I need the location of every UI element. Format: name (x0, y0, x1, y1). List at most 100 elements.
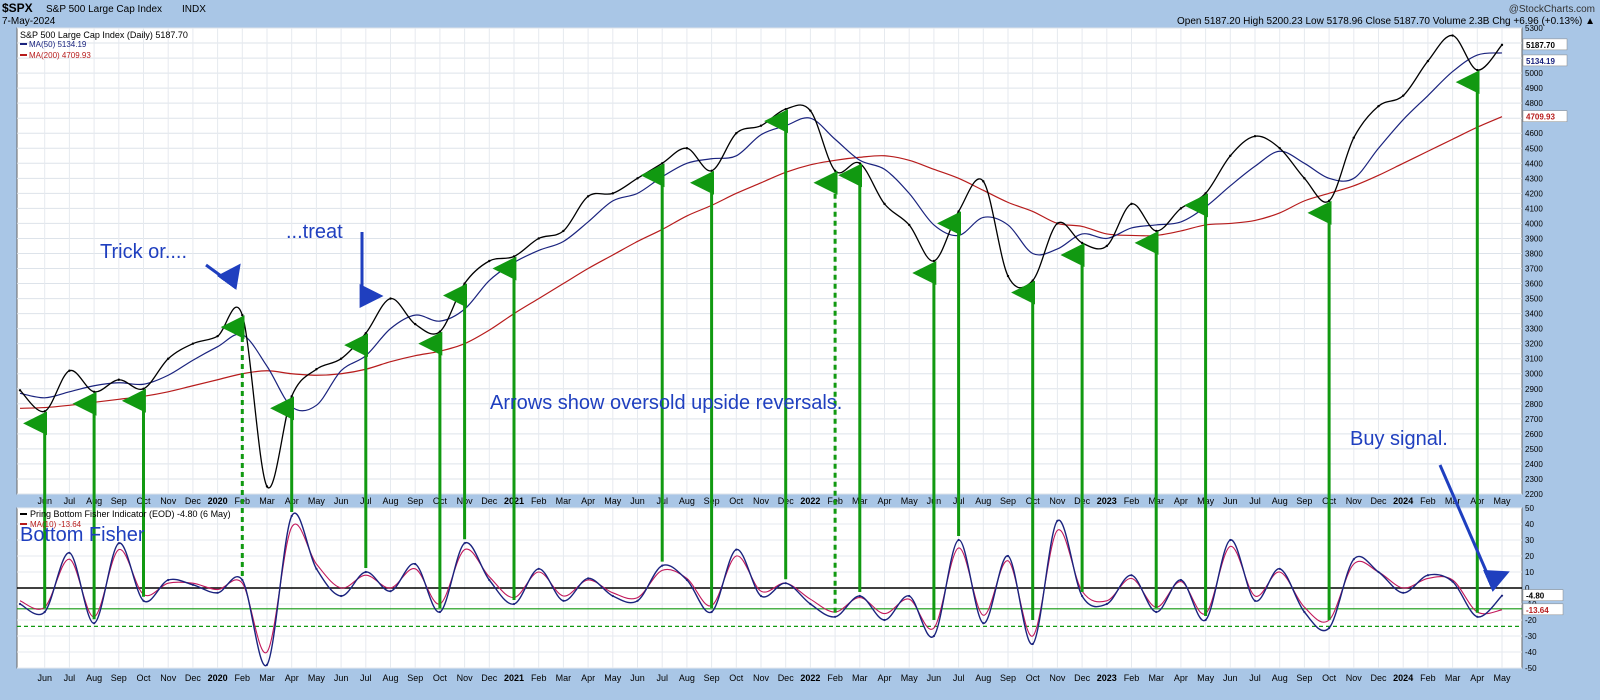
indicator-y-tick-label: 30 (1525, 536, 1534, 545)
price-point (611, 192, 614, 195)
indicator-date-tick-label: Dec (778, 673, 795, 683)
price-point (784, 107, 787, 111)
price-y-tick-label: 3400 (1525, 310, 1543, 319)
price-point (364, 331, 367, 335)
price-y-axis: 2200 2300 2400 2500 2600 2700 2800 2900 3000 3100… (1522, 24, 1568, 499)
legend-price: S&P 500 Large Cap Index (Daily) 5187.70 (20, 30, 188, 40)
indicator-point (1130, 574, 1133, 577)
indicator-point (1426, 574, 1429, 577)
price-point (833, 169, 837, 173)
quote-summary: Open 5187.20 High 5200.23 Low 5178.96 Cl… (1177, 16, 1595, 27)
price-point (685, 147, 689, 150)
indicator-y-tick-label: 0 (1525, 584, 1530, 593)
price-point (957, 210, 960, 213)
price-point (117, 378, 121, 381)
date-tick-label: May (901, 496, 919, 506)
annotation-arrows-note: Arrows show oversold upside reversals. (490, 392, 842, 414)
date-tick-label: Dec (1370, 496, 1387, 506)
indicator-point (142, 599, 145, 602)
date-tick-label: Aug (975, 496, 991, 506)
price-point (1204, 192, 1207, 195)
price-legend: S&P 500 Large Cap Index (Daily) 5187.70 … (20, 30, 188, 60)
date-tick-label: 2023 (1097, 496, 1117, 506)
indicator-point (315, 567, 318, 570)
indicator-point (364, 570, 367, 574)
date-axis: Jun Jul Aug Sep Oct Nov Dec 2020 Feb Mar Apr May Jun… (37, 496, 1511, 506)
indicator-date-tick-label: Mar (1148, 673, 1164, 683)
indicator-date-tick-label: Aug (975, 673, 991, 683)
price-y-tick-label: 2500 (1525, 445, 1543, 454)
price-point (1105, 244, 1109, 248)
price-y-tick-label: 4800 (1525, 99, 1543, 108)
indicator-date-tick-label: 2020 (208, 673, 228, 683)
price-y-tick-label: 4200 (1525, 189, 1543, 198)
price-y-tick-label: 4400 (1525, 159, 1543, 168)
indicator-point (982, 622, 985, 625)
price-y-tick-label: 4500 (1525, 144, 1543, 153)
indicator-date-tick-label: 2024 (1393, 673, 1413, 683)
date-tick-label: Feb (1124, 496, 1140, 506)
watermark: @StockCharts.com (1509, 4, 1595, 15)
indicator-point (1278, 567, 1281, 570)
indicator-point (834, 615, 837, 618)
indicator-date-tick-label: Jul (656, 673, 668, 683)
indicator-point (957, 538, 960, 542)
price-point (414, 322, 417, 326)
price-point (488, 259, 491, 263)
price-y-tick-label: 4600 (1525, 129, 1543, 138)
indicator-point (1155, 610, 1158, 614)
annotation-buy-arrow (1438, 464, 1510, 592)
date-tick-label: Aug (1272, 496, 1288, 506)
indicator-date-tick-label: Feb (531, 673, 547, 683)
price-y-tick-label: 2900 (1525, 385, 1543, 394)
date-tick-label: Apr (581, 496, 595, 506)
date-tick-label: Sep (111, 496, 127, 506)
indicator-point (43, 610, 46, 614)
indicator-point (1081, 594, 1084, 598)
indicator-date-tick-label: Nov (457, 673, 474, 683)
indicator-line (19, 512, 1503, 667)
indicator-current-box (1522, 589, 1564, 601)
price-point (883, 202, 886, 206)
indicator-date-tick-label: Mar (852, 673, 868, 683)
indicator-date-tick-label: May (901, 673, 919, 683)
price-point (315, 368, 318, 371)
ma50-line (19, 52, 1503, 412)
indicator-date-tick-label: Aug (86, 673, 102, 683)
indicator-date-tick-label: May (308, 673, 326, 683)
indicator-date-tick-label: Mar (1445, 673, 1461, 683)
price-point (92, 390, 96, 393)
date-tick-label: Dec (481, 496, 498, 506)
price-y-tick-label: 4100 (1525, 204, 1543, 213)
indicator-point (858, 594, 861, 598)
indicator-date-tick-label: Dec (185, 673, 202, 683)
date-tick-label: 2022 (800, 496, 820, 506)
indicator-date-tick-label: May (1493, 673, 1511, 683)
indicator-date-tick-label: Nov (1049, 673, 1066, 683)
indicator-point (932, 634, 936, 638)
date-tick-label: Apr (877, 496, 891, 506)
indicator-current-label: -4.80 (1526, 592, 1545, 601)
date-tick-label: 2020 (208, 496, 228, 506)
exchange: INDX (182, 4, 206, 15)
price-y-tick-label: 3600 (1525, 280, 1543, 289)
indicator-point (587, 577, 590, 580)
price-point (1303, 177, 1306, 180)
price-point (167, 357, 170, 360)
indicator-current-label: -13.64 (1526, 606, 1549, 615)
price-y-tick-label: 3700 (1525, 265, 1543, 274)
indicator-y-tick-label: -20 (1525, 616, 1537, 625)
price-y-tick-label: 2800 (1525, 400, 1543, 409)
indicator-date-tick-label: Apr (1174, 673, 1188, 683)
price-point (809, 109, 812, 112)
indicator-point (1500, 594, 1504, 597)
current-value-box (1522, 110, 1568, 122)
price-y-tick-label: 3900 (1525, 234, 1543, 243)
price-point (537, 237, 540, 240)
date-tick-label: Jun (1223, 496, 1238, 506)
indicator-point (512, 602, 516, 606)
price-line (19, 34, 1503, 489)
indicator-point (191, 583, 194, 586)
indicator-point (1229, 538, 1232, 542)
date-tick-label: Jun (630, 496, 645, 506)
